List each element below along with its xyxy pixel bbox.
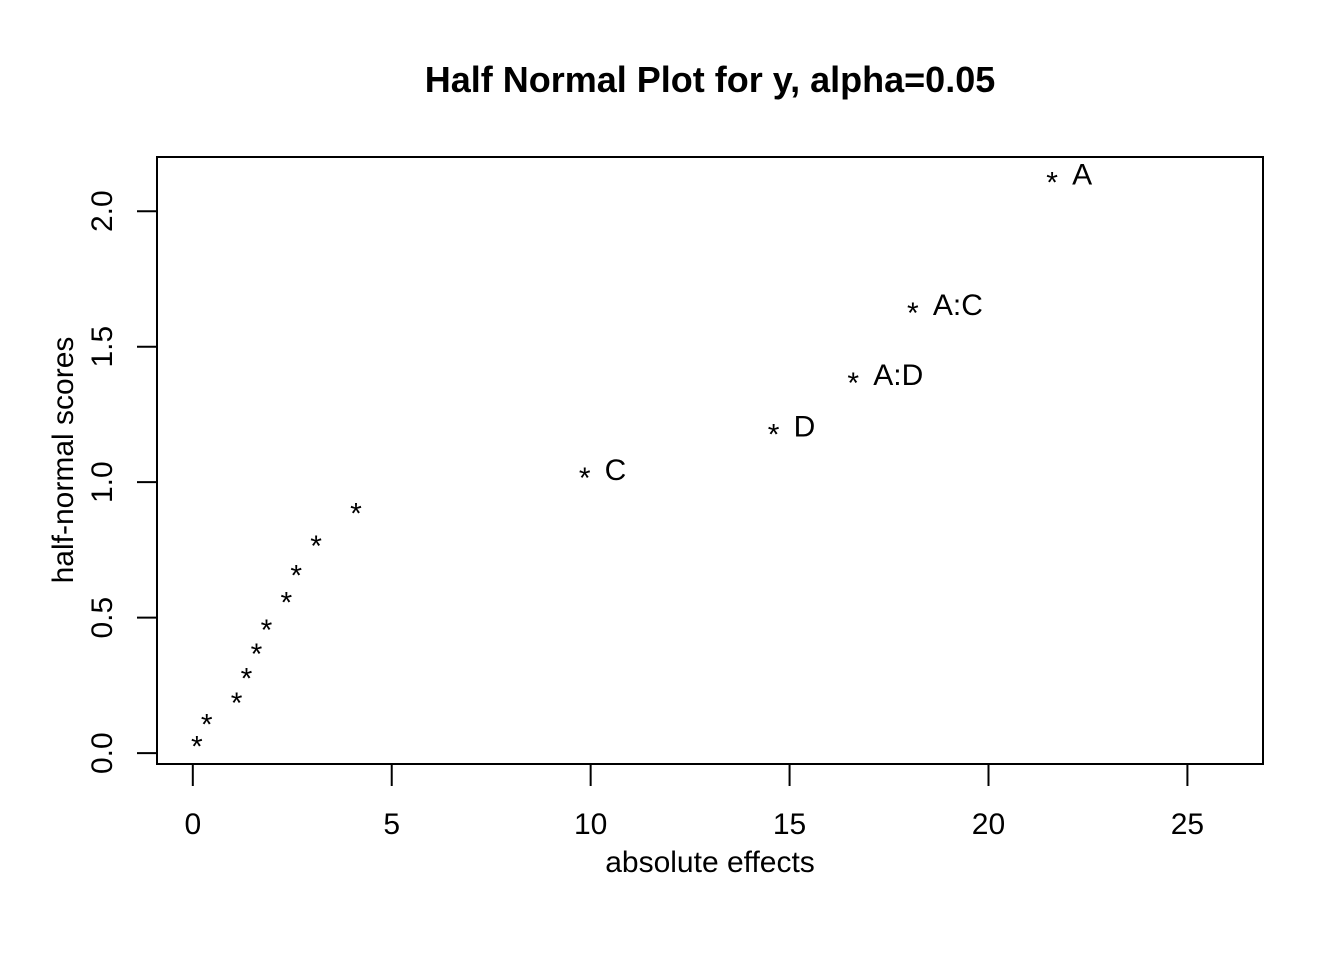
plot-frame xyxy=(156,156,1264,765)
data-points: *********** C* D* A:D* A:C* A xyxy=(191,159,1092,764)
data-point-marker: * xyxy=(191,730,203,763)
x-tick-label: 25 xyxy=(1171,808,1204,841)
chart-title: Half Normal Plot for y, alpha=0.05 xyxy=(425,59,996,100)
data-point-marker: * xyxy=(201,709,213,742)
data-point-label: A:D xyxy=(873,359,923,392)
data-point-label: A xyxy=(1072,159,1092,192)
x-tick-label: 10 xyxy=(574,808,607,841)
data-point-marker: * xyxy=(907,297,919,330)
data-point-marker: * xyxy=(241,663,253,696)
data-point-marker: * xyxy=(847,367,859,400)
y-tick-label: 2.0 xyxy=(86,190,119,232)
x-axis: 0 5 10 15 20 25 xyxy=(184,763,1204,841)
y-tick-label: 1.0 xyxy=(86,461,119,503)
y-axis-label: half-normal scores xyxy=(47,337,80,584)
data-point-marker: * xyxy=(261,614,273,647)
x-tick-label: 15 xyxy=(773,808,806,841)
x-tick-label: 20 xyxy=(972,808,1005,841)
data-point-marker: * xyxy=(231,687,243,720)
data-point-marker: * xyxy=(579,462,591,495)
x-tick-label: 5 xyxy=(383,808,400,841)
data-point-marker: * xyxy=(350,497,362,530)
data-point-marker: * xyxy=(310,530,322,563)
data-point-marker: * xyxy=(290,560,302,593)
data-point-marker: * xyxy=(1046,167,1058,200)
x-tick-label: 0 xyxy=(184,808,201,841)
data-point-label: A:C xyxy=(933,289,983,322)
data-point-label: C xyxy=(605,454,627,487)
data-point-marker: * xyxy=(280,587,292,620)
y-axis: 0.0 0.5 1.0 1.5 2.0 xyxy=(86,190,158,774)
y-tick-label: 1.5 xyxy=(86,326,119,368)
x-axis-label: absolute effects xyxy=(605,846,815,879)
data-point-marker: * xyxy=(768,419,780,452)
y-tick-label: 0.0 xyxy=(86,732,119,774)
data-point-marker: * xyxy=(251,638,263,671)
data-point-label: D xyxy=(794,411,816,444)
y-tick-label: 0.5 xyxy=(86,597,119,639)
